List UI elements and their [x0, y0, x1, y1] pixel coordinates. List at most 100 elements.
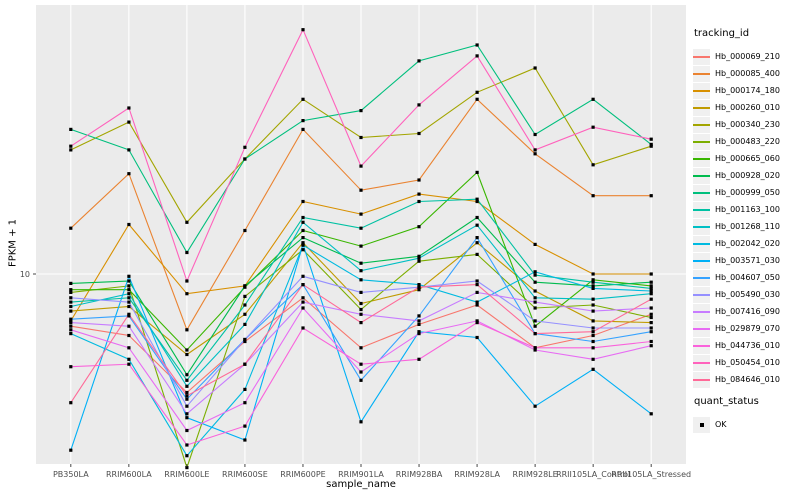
- legend-key: [693, 218, 710, 235]
- data-point: [417, 288, 421, 292]
- data-point: [359, 346, 363, 350]
- data-point: [127, 172, 131, 176]
- data-point: [243, 401, 247, 405]
- data-point: [417, 285, 421, 289]
- data-point: [127, 292, 131, 296]
- legend-label: Hb_000665_060: [715, 154, 780, 163]
- x-tick-label: RRII105LA_Stressed: [611, 470, 691, 479]
- legend-line-swatch-icon: [693, 259, 710, 262]
- data-point: [591, 272, 595, 276]
- data-point: [475, 197, 479, 201]
- legend-line-swatch-icon: [693, 378, 710, 381]
- data-point: [243, 322, 247, 326]
- x-tick-label: RRIM600SE: [222, 470, 268, 479]
- legend-item: Hb_001163_100: [693, 201, 799, 218]
- data-point: [301, 242, 305, 246]
- legend-key: [693, 269, 710, 286]
- data-point: [533, 66, 537, 70]
- data-point: [301, 248, 305, 252]
- legend-label: Hb_001163_100: [715, 205, 780, 214]
- legend-item: Hb_000999_050: [693, 184, 799, 201]
- data-point: [301, 241, 305, 245]
- data-point: [359, 307, 363, 312]
- legend-key: [693, 337, 710, 354]
- data-point: [475, 241, 479, 245]
- data-point: [649, 312, 653, 316]
- data-point: [649, 292, 653, 296]
- legend-label: Hb_004607_050: [715, 273, 780, 282]
- legend-line-swatch-icon: [693, 225, 710, 228]
- legend-line-swatch-icon: [693, 276, 710, 279]
- legend-item: Hb_007416_090: [693, 303, 799, 320]
- data-point: [243, 294, 247, 298]
- data-point: [359, 269, 363, 273]
- data-point: [649, 194, 653, 198]
- data-point: [649, 330, 653, 334]
- data-point: [533, 404, 537, 408]
- data-point: [301, 28, 305, 32]
- data-point: [417, 178, 421, 182]
- data-point: [417, 254, 421, 258]
- legend-label: Hb_007416_090: [715, 307, 780, 316]
- data-point: [533, 148, 537, 152]
- data-point: [475, 290, 479, 294]
- legend-label: Hb_005490_030: [715, 290, 780, 299]
- data-point: [533, 296, 537, 300]
- legend-line-swatch-icon: [693, 72, 710, 75]
- data-point: [475, 170, 479, 174]
- legend-key: [693, 235, 710, 252]
- legend-line-swatch-icon: [693, 157, 710, 160]
- legend-key: [693, 99, 710, 116]
- legend-item: Hb_001268_110: [693, 218, 799, 235]
- quant-ok-label: OK: [715, 420, 727, 429]
- data-point: [591, 326, 595, 330]
- legend-title: tracking_id: [694, 28, 750, 39]
- legend-label: Hb_000483_220: [715, 137, 780, 146]
- data-point: [127, 148, 131, 152]
- data-point: [185, 428, 189, 433]
- legend-line-swatch-icon: [693, 361, 710, 364]
- data-point: [127, 279, 131, 283]
- legend-label: Hb_050454_010: [715, 358, 780, 367]
- data-point: [591, 346, 595, 350]
- legend-tracking-id: tracking_id Hb_000069_210 Hb_000085_400 Hb…: [693, 28, 799, 388]
- data-point: [359, 109, 363, 113]
- data-point: [591, 339, 595, 344]
- legend-item: Hb_003571_030: [693, 252, 799, 269]
- data-point: [69, 401, 73, 405]
- legend-line-swatch-icon: [693, 123, 710, 126]
- data-point: [69, 148, 73, 152]
- data-point: [69, 288, 73, 292]
- x-tick-label: RRIM600PE: [280, 470, 326, 479]
- data-point: [301, 220, 305, 224]
- data-point: [475, 90, 479, 94]
- data-point: [359, 312, 363, 316]
- x-tick-label: RRIM928LE: [513, 470, 558, 479]
- x-axis-title: sample_name: [326, 479, 396, 490]
- data-point: [649, 315, 653, 320]
- data-point: [185, 394, 189, 398]
- data-point: [69, 226, 73, 230]
- legend-key: [693, 201, 710, 218]
- data-point: [185, 328, 189, 332]
- data-point: [69, 296, 73, 300]
- data-point: [359, 135, 363, 140]
- legend-item: Hb_005490_030: [693, 286, 799, 303]
- data-point: [475, 283, 479, 287]
- data-point: [301, 274, 305, 278]
- data-point: [591, 125, 595, 129]
- legend-line-swatch-icon: [693, 106, 710, 109]
- data-point: [243, 145, 247, 149]
- legend-line-swatch-icon: [693, 191, 710, 194]
- data-point: [69, 328, 73, 332]
- data-point: [649, 280, 653, 284]
- legend-label: Hb_084646_010: [715, 375, 780, 384]
- data-point: [185, 373, 189, 377]
- legend-items: Hb_000069_210 Hb_000085_400 Hb_000174_180 H…: [693, 48, 799, 388]
- x-tick-label: RRIM600LA: [106, 470, 152, 479]
- data-point: [649, 297, 653, 301]
- data-point: [69, 304, 73, 309]
- legend-label: Hb_000260_010: [715, 103, 780, 112]
- data-point: [359, 226, 363, 230]
- data-point: [69, 321, 73, 325]
